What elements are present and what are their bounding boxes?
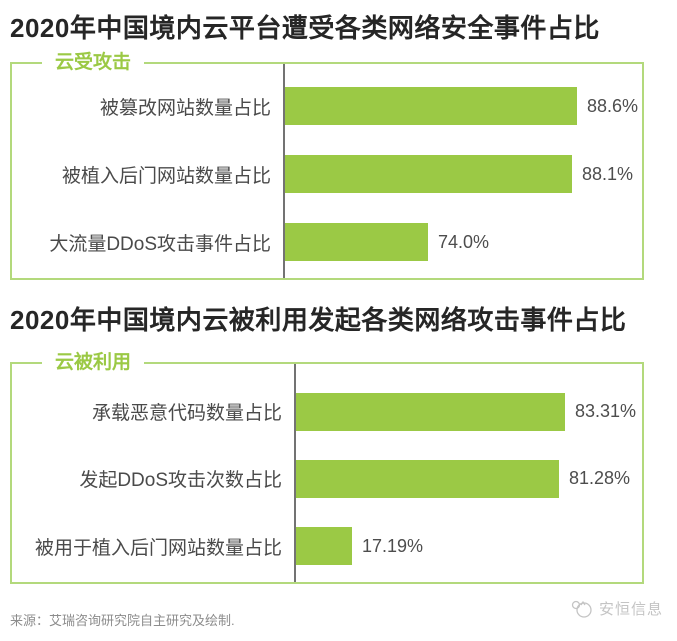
category-label: 被篡改网站数量占比 (99, 97, 271, 119)
value-label: 81.28% (569, 468, 631, 489)
watermark-label: 安恒信息 (598, 601, 663, 618)
bar-wrap: 88.6% (285, 72, 642, 140)
chart1-title: 2020年中国境内云平台遭受各类网络安全事件占比 (10, 13, 600, 43)
chart1-axis-line (283, 64, 285, 278)
bar-wrap: 88.1% (285, 140, 642, 208)
value-label: 74.0% (438, 231, 490, 252)
bar-wrap: 81.28% (296, 445, 642, 512)
chart2-group-tag: 云被利用 (42, 349, 145, 377)
value-label: 83.31% (575, 401, 637, 422)
chart1-rows: 被篡改网站数量占比 88.6% 被植入后门网站数量占比 88.1% 大流量DDo… (12, 64, 642, 278)
bar-row: 被篡改网站数量占比 88.6% (12, 72, 642, 140)
bar (285, 223, 428, 261)
category-label: 被植入后门网站数量占比 (61, 165, 271, 187)
bar-wrap: 17.19% (296, 513, 642, 580)
watermark: 安恒信息 (571, 598, 663, 619)
bar-row: 承载恶意代码数量占比 83.31% (12, 378, 642, 445)
chart1-group-tag: 云受攻击 (42, 49, 145, 77)
chart2-frame: 云被利用 承载恶意代码数量占比 83.31% 发起DDoS攻击次数占比 81.2… (10, 349, 644, 584)
value-label: 88.6% (587, 95, 639, 116)
chart2-rows: 承载恶意代码数量占比 83.31% 发起DDoS攻击次数占比 81.28% 被用… (12, 364, 642, 582)
category-label: 被用于植入后门网站数量占比 (34, 537, 282, 559)
bar-row: 被用于植入后门网站数量占比 17.19% (12, 513, 642, 580)
category-label: 大流量DDoS攻击事件占比 (49, 233, 271, 255)
source-note: 来源：艾瑞咨询研究院自主研究及绘制. (10, 613, 235, 628)
value-label: 88.1% (582, 163, 634, 184)
bar-wrap: 74.0% (285, 208, 642, 276)
category-label: 承载恶意代码数量占比 (91, 403, 282, 425)
chart2-title: 2020年中国境内云被利用发起各类网络攻击事件占比 (10, 305, 627, 335)
bar-row: 大流量DDoS攻击事件占比 74.0% (12, 208, 642, 276)
watermark-logo-icon (571, 599, 593, 619)
bar (285, 155, 572, 193)
category-label: 发起DDoS攻击次数占比 (79, 470, 282, 492)
bar-row: 发起DDoS攻击次数占比 81.28% (12, 445, 642, 512)
bar (296, 392, 565, 431)
bar (296, 459, 559, 498)
bar (296, 527, 352, 566)
value-label: 17.19% (362, 535, 424, 556)
bar-row: 被植入后门网站数量占比 88.1% (12, 140, 642, 208)
chart1-frame: 云受攻击 被篡改网站数量占比 88.6% 被植入后门网站数量占比 88.1% 大… (10, 49, 644, 280)
chart2-axis-line (294, 364, 296, 582)
bar-wrap: 83.31% (296, 378, 642, 445)
bar (285, 87, 577, 125)
